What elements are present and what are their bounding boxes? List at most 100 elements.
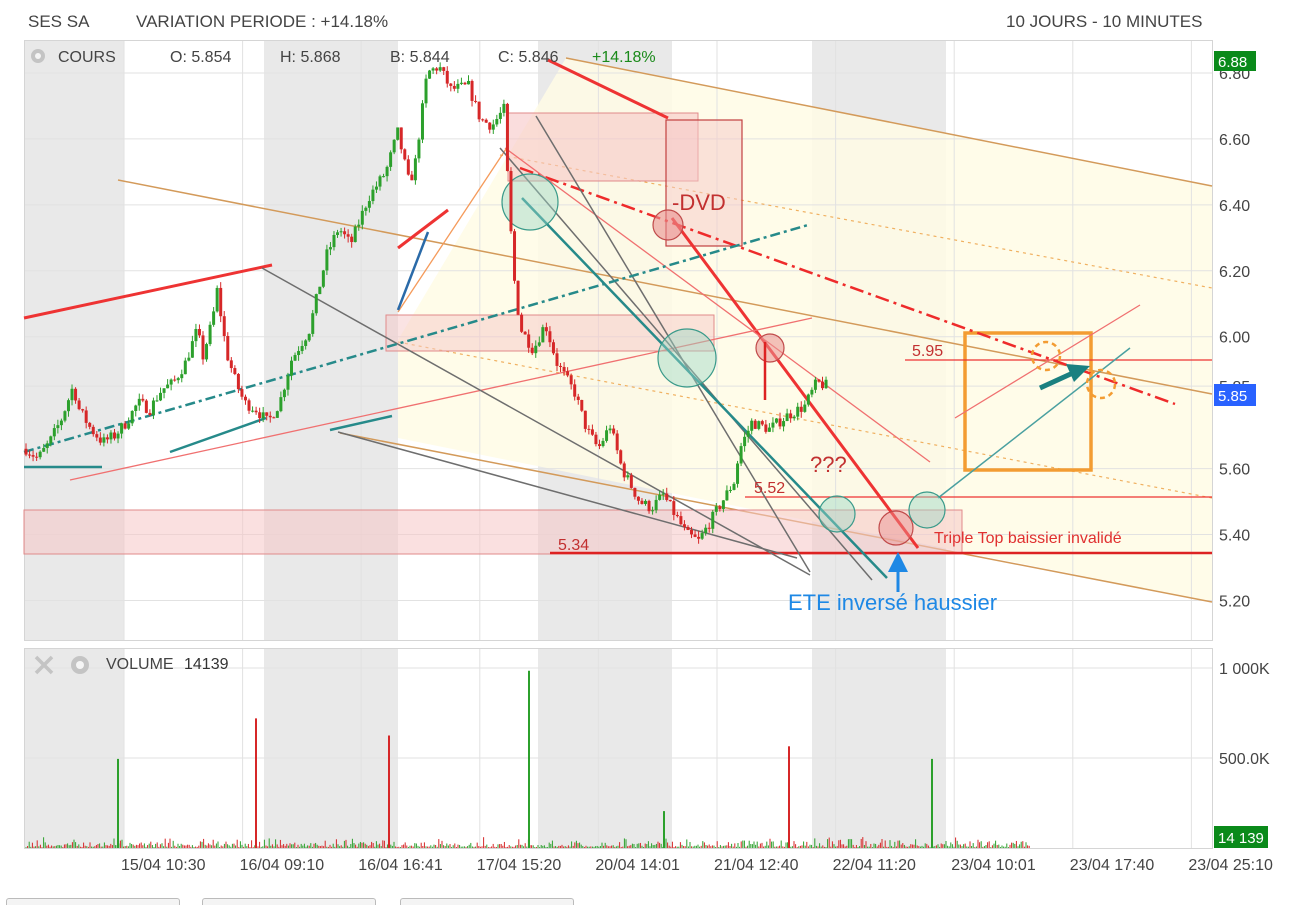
candle (555, 348, 559, 372)
candle (459, 77, 463, 86)
candle (102, 433, 106, 447)
toolbar-tab-1[interactable] (6, 898, 180, 905)
time-tick-label: 21/04 12:40 (714, 857, 799, 874)
candle (686, 525, 690, 531)
variation-text: VARIATION PERIODE : +14.18% (136, 12, 389, 31)
candle (325, 244, 329, 275)
candle (534, 340, 538, 358)
candle (215, 285, 219, 313)
candle (743, 431, 747, 452)
candle (587, 425, 591, 435)
toolbar-tab-2[interactable] (202, 898, 376, 905)
candle (824, 376, 828, 389)
candle (205, 342, 209, 362)
candle (633, 487, 637, 500)
candle (123, 420, 127, 430)
candle (509, 167, 513, 234)
price-axis: 6.806.606.406.206.005.855.605.405.20 (1219, 66, 1250, 610)
candle (251, 406, 255, 413)
candle (141, 394, 145, 403)
candle (38, 450, 42, 460)
candle (127, 417, 131, 430)
candle (70, 384, 74, 406)
candle (796, 402, 800, 421)
candle (336, 229, 340, 238)
candle (640, 498, 644, 505)
candle (544, 322, 548, 336)
candle (45, 440, 49, 454)
candle (268, 411, 272, 423)
candle (109, 430, 113, 444)
candle (385, 165, 389, 182)
volume-last-tag: 14 139 (1214, 826, 1268, 848)
candle (212, 307, 216, 327)
candle (566, 367, 570, 378)
close-icon[interactable] (34, 655, 54, 675)
candle (764, 419, 768, 434)
time-tick-label: 20/04 14:01 (595, 857, 680, 874)
candle (732, 482, 736, 491)
candle (771, 417, 775, 433)
candle (442, 66, 446, 76)
candle (343, 227, 347, 239)
price-candles (24, 62, 828, 544)
candle (275, 410, 279, 418)
candle (679, 511, 683, 526)
svg-text:6.88: 6.88 (1218, 54, 1247, 71)
candle (551, 339, 555, 356)
candle (548, 326, 552, 348)
candle (523, 331, 527, 335)
candle (431, 67, 435, 74)
candle (682, 520, 686, 531)
candle (197, 324, 201, 338)
candle (806, 393, 810, 407)
candle (707, 522, 711, 533)
candle (651, 506, 655, 515)
candle (697, 531, 701, 544)
candle (194, 323, 198, 348)
candle (410, 170, 414, 181)
candle (137, 393, 141, 411)
candle (162, 388, 166, 399)
candle (84, 406, 88, 429)
candle (658, 490, 662, 501)
candle (240, 385, 244, 400)
candle (396, 127, 400, 141)
candle (389, 150, 393, 171)
candle (619, 449, 623, 465)
candle (626, 471, 630, 480)
gear-icon[interactable] (71, 656, 89, 674)
candle (406, 155, 410, 176)
candle (236, 373, 240, 394)
candle (615, 430, 619, 455)
candle (399, 127, 403, 154)
candle (573, 379, 577, 401)
close-value: C: 5.846 (498, 49, 559, 66)
candle (541, 324, 545, 343)
gear-icon[interactable] (31, 49, 45, 63)
candle (725, 485, 729, 501)
candle (491, 119, 495, 134)
svg-text:14 139: 14 139 (1218, 830, 1264, 847)
candle (279, 391, 283, 413)
level-552-label: 5.52 (754, 480, 785, 497)
candle (760, 419, 764, 427)
candle (151, 397, 155, 420)
panel-borders (24, 40, 1213, 849)
candle (668, 499, 672, 502)
candle (282, 388, 286, 402)
candle (155, 395, 159, 402)
candle (219, 282, 223, 323)
candle (367, 195, 371, 213)
period-range[interactable]: 10 JOURS - 10 MINUTES (1006, 12, 1203, 31)
price-tick-label: 5.60 (1219, 462, 1250, 479)
candle (728, 486, 732, 493)
candle (318, 286, 322, 295)
candle (63, 410, 67, 423)
candle (52, 423, 56, 441)
toolbar-tab-3[interactable] (400, 898, 574, 905)
candle (767, 423, 771, 432)
candle (654, 495, 658, 514)
candle (272, 416, 276, 419)
